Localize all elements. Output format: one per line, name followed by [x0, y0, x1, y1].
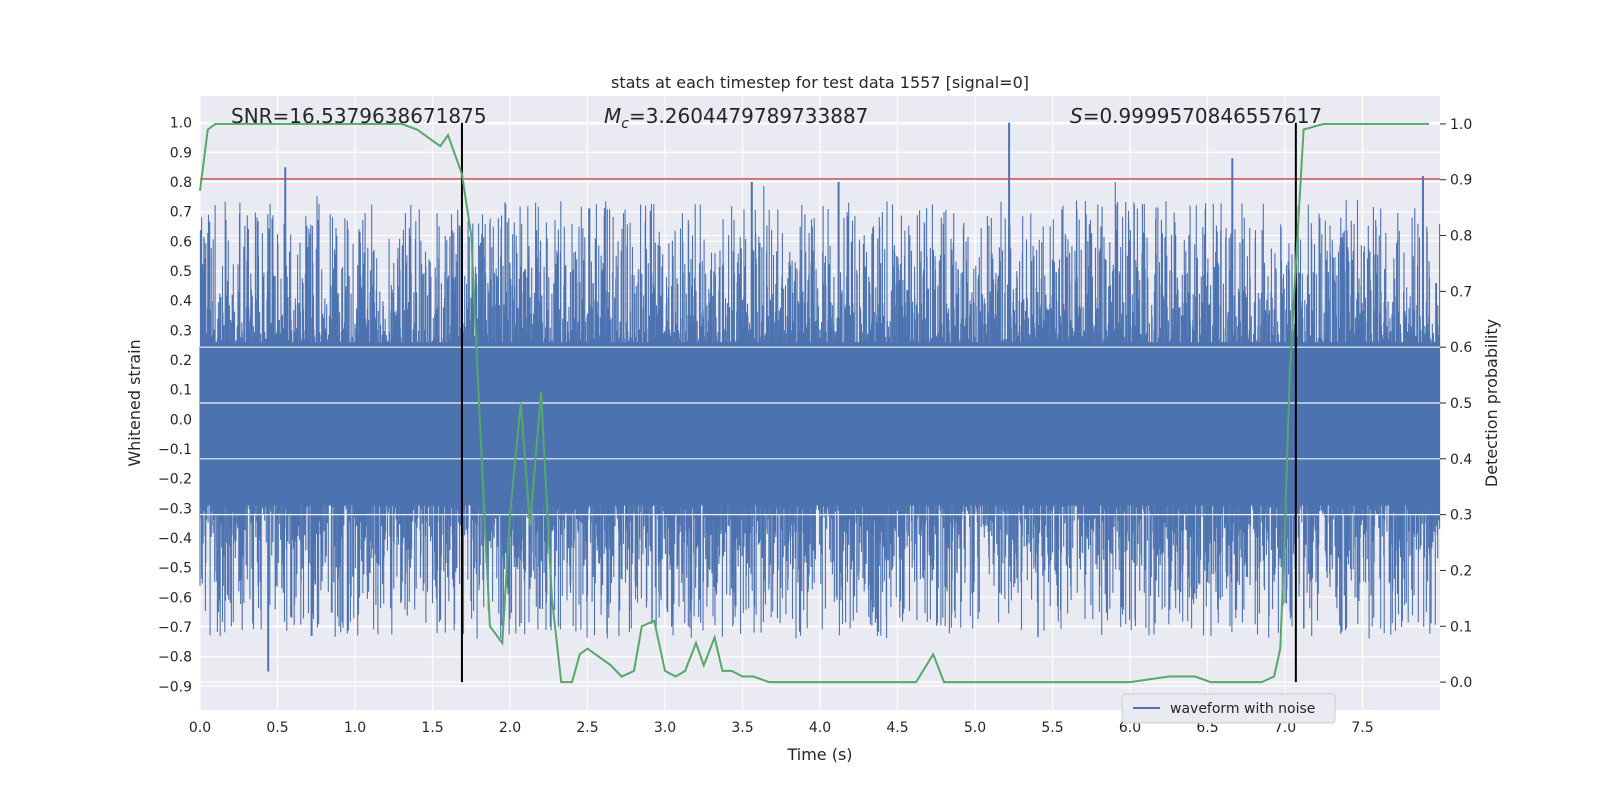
waveform-series: [199, 122, 1441, 672]
s-value: =0.9999570846557617: [1083, 104, 1322, 128]
y2-tick-label: 1.0: [1450, 117, 1472, 133]
y-tick-label: −0.2: [158, 472, 192, 488]
x-tick-label: 6.5: [1196, 720, 1218, 736]
x-tick-label: 4.5: [886, 720, 908, 736]
y2-tick-label: 0.3: [1450, 508, 1472, 524]
x-axis-label: Time (s): [786, 745, 852, 764]
y-axis-label: Whitened strain: [125, 339, 144, 466]
y-tick-label: 0.4: [170, 294, 192, 310]
x-tick-label: 3.0: [654, 720, 676, 736]
y-tick-label: −0.9: [158, 679, 192, 695]
y-tick-label: 0.0: [170, 412, 192, 428]
y-tick-label: 0.1: [170, 383, 192, 399]
probability-series: [199, 122, 1430, 684]
x-tick-label: 1.0: [344, 720, 366, 736]
y2-tick-label: 0.5: [1450, 396, 1472, 412]
y-tick-label: 0.5: [170, 264, 192, 280]
x-tick-label: 0.0: [189, 720, 211, 736]
y-tick-label: −0.7: [158, 620, 192, 636]
x-tick-label: 0.5: [266, 720, 288, 736]
y-tick-label: −0.8: [158, 650, 192, 666]
y-tick-label: 0.6: [170, 234, 192, 250]
chirp-mass-annotation: Mc=3.2604479789733887: [604, 104, 868, 132]
y-tick-label: 0.2: [170, 353, 192, 369]
y2-tick-label: 0.0: [1450, 675, 1472, 691]
legend-label-waveform: waveform with noise: [1170, 701, 1315, 717]
x-tick-label: 4.0: [809, 720, 831, 736]
legend: waveform with noise: [1121, 693, 1336, 724]
waveform-dense-band: [200, 342, 1440, 506]
x-tick-label: 7.0: [1274, 720, 1296, 736]
x-tick-label: 5.0: [964, 720, 986, 736]
y2-tick-label: 0.6: [1450, 340, 1472, 356]
y-tick-label: 0.8: [170, 175, 192, 191]
y-tick-label: 0.9: [170, 145, 192, 161]
snr-annotation: SNR=16.5379638671875: [231, 104, 487, 128]
s-annotation: S=0.9999570846557617: [1070, 104, 1322, 128]
y2-tick-label: 0.4: [1450, 452, 1472, 468]
y-tick-label: 0.3: [170, 323, 192, 339]
s-symbol: S: [1070, 104, 1083, 128]
legend-box: [1121, 693, 1336, 724]
x-tick-label: 5.5: [1041, 720, 1063, 736]
x-tick-label: 6.0: [1119, 720, 1141, 736]
y-tick-label: −0.1: [158, 442, 192, 458]
x-tick-label: 3.5: [731, 720, 753, 736]
y-tick-label: 0.7: [170, 205, 192, 221]
y-tick-label: −0.4: [158, 531, 192, 547]
x-tick-label: 2.0: [499, 720, 521, 736]
y2-tick-label: 0.9: [1450, 173, 1472, 189]
y2-tick-label: 0.7: [1450, 284, 1472, 300]
chirp-mass-subscript: c: [621, 116, 629, 132]
chirp-mass-value: =3.2604479789733887: [629, 104, 868, 128]
reference-lines: [200, 122, 1440, 683]
axes: 0.0 0.5 1.0 1.5 2.0 2.5 3.0 3.5 4.0 4.5 5.0 5.5 6.0 6…: [158, 116, 1472, 736]
y2-tick-label: 0.2: [1450, 563, 1472, 579]
y2-tick-label: 0.1: [1450, 619, 1472, 635]
chart-title: stats at each timestep for test data 155…: [611, 73, 1029, 92]
y-tick-label: −0.6: [158, 590, 192, 606]
y2-tick-label: 0.8: [1450, 229, 1472, 245]
chirp-mass-symbol: M: [604, 104, 621, 128]
detection-probability-line: [199, 122, 1430, 684]
x-tick-label: 2.5: [576, 720, 598, 736]
y2-axis-label: Detection probability: [1482, 319, 1501, 487]
y-tick-label: −0.3: [158, 501, 192, 517]
y-tick-label: −0.5: [158, 561, 192, 577]
x-tick-label: 1.5: [421, 720, 443, 736]
x-tick-label: 7.5: [1351, 720, 1373, 736]
y-tick-label: 1.0: [170, 116, 192, 132]
